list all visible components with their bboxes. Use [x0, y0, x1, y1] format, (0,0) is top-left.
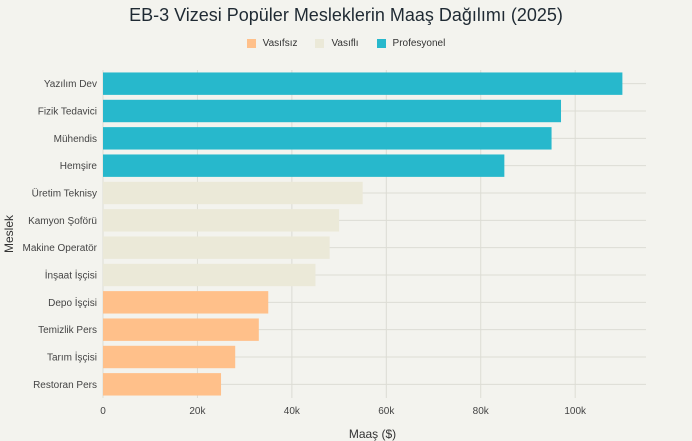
- bar: [103, 373, 222, 396]
- legend-item-vasifli[interactable]: Vasıflı: [315, 38, 359, 49]
- bar: [103, 263, 316, 287]
- legend-label-vasifsiz: Vasıfsız: [262, 38, 298, 49]
- y-tick-label: Fizik Tedavici: [38, 107, 97, 118]
- x-axis-title: Maaş ($): [349, 427, 396, 441]
- bar: [103, 127, 552, 150]
- bar: [103, 209, 340, 232]
- y-tick-label: Tarım İşçisi: [47, 351, 97, 364]
- y-tick-label: Üretim Teknisy: [32, 188, 97, 200]
- bar: [103, 72, 623, 95]
- y-tick-label: Makine Operatör: [23, 243, 98, 254]
- y-tick-label: İnşaat İşçisi: [45, 269, 97, 282]
- bar: [103, 181, 363, 205]
- legend-label-vasifli: Vasıflı: [331, 38, 359, 49]
- y-tick-label: Kamyon Şoförü: [28, 216, 97, 227]
- x-tick-label: 60k: [378, 406, 395, 417]
- x-tick-label: 0: [100, 406, 106, 417]
- legend-swatch-profesyonel: [376, 39, 386, 48]
- chart-legend: Vasıfsız Vasıflı Profesyonel: [0, 38, 692, 49]
- x-tick-label: 40k: [284, 406, 301, 417]
- x-tick-label: 20k: [189, 406, 206, 417]
- legend-swatch-vasifsiz: [246, 39, 256, 48]
- y-tick-label: Hemşire: [60, 161, 98, 172]
- bar: [103, 236, 330, 259]
- y-tick-label: Mühendis: [54, 134, 97, 145]
- legend-label-profesyonel: Profesyonel: [392, 38, 446, 49]
- y-tick-label: Restoran Pers: [33, 380, 97, 391]
- legend-item-vasifsiz[interactable]: Vasıfsız: [246, 38, 298, 49]
- bar: [103, 154, 505, 177]
- y-tick-label: Yazılım Dev: [44, 79, 97, 90]
- chart-title: EB-3 Vizesi Popüler Mesleklerin Maaş Dağ…: [129, 5, 563, 25]
- legend-item-profesyonel[interactable]: Profesyonel: [376, 38, 446, 49]
- bar: [103, 318, 259, 341]
- y-axis-title: Meslek: [2, 214, 16, 253]
- bar: [103, 345, 236, 369]
- bar: [103, 291, 269, 314]
- legend-swatch-vasifli: [315, 39, 325, 48]
- bar: [103, 99, 562, 123]
- y-tick-label: Temizlik Pers: [38, 325, 97, 336]
- x-tick-label: 100k: [564, 406, 587, 417]
- x-tick-label: 80k: [473, 406, 490, 417]
- y-tick-label: Depo İşçisi: [48, 296, 97, 309]
